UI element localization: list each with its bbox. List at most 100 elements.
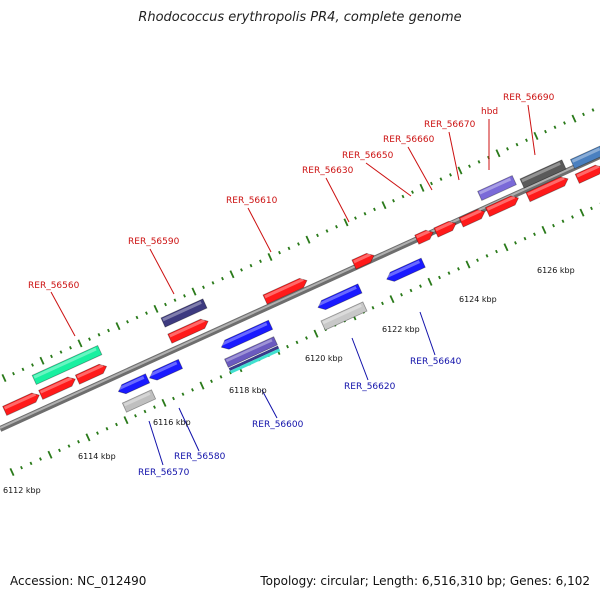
upper-tick xyxy=(191,287,197,296)
gene-label-rer-56640: RER_56640 xyxy=(410,357,462,367)
lower-tick xyxy=(503,243,509,252)
leader-rer-56620 xyxy=(351,337,369,381)
upper-tick xyxy=(145,311,148,315)
gene-label-rer-56670: RER_56670 xyxy=(424,120,476,130)
scale-label-6118: 6118 kbp xyxy=(229,386,267,395)
gene-rer-56590 xyxy=(160,298,208,328)
upper-tick xyxy=(12,371,15,376)
scale-label-6122: 6122 kbp xyxy=(382,325,420,334)
leader-rer-56650 xyxy=(365,162,412,197)
gene-reverse xyxy=(117,373,151,395)
upper-tick xyxy=(21,367,25,372)
lower-tick xyxy=(96,431,99,435)
lower-tick xyxy=(219,375,223,379)
upper-tick xyxy=(506,147,509,151)
leader-rer-56560 xyxy=(50,291,76,337)
upper-tick xyxy=(183,294,186,298)
gene-forward xyxy=(2,392,40,416)
scale-label-6116: 6116 kbp xyxy=(153,418,191,427)
lower-tick xyxy=(210,379,213,383)
scale-label-6120: 6120 kbp xyxy=(305,354,343,363)
upper-tick xyxy=(50,354,53,359)
upper-tick xyxy=(373,207,376,212)
leader-rer-56690 xyxy=(527,104,536,156)
upper-tick xyxy=(392,199,395,203)
gene-label-hbd: hbd xyxy=(481,107,498,117)
upper-tick xyxy=(316,233,319,238)
lower-tick xyxy=(541,225,547,234)
gene-label-rer-56620: RER_56620 xyxy=(344,382,396,392)
upper-tick xyxy=(115,322,121,331)
gene-label-rer-56610: RER_56610 xyxy=(226,196,278,206)
lower-tick xyxy=(457,267,460,271)
upper-tick xyxy=(449,173,452,177)
upper-tick xyxy=(88,337,91,341)
lower-tick xyxy=(305,336,308,340)
lower-tick-track xyxy=(9,202,600,477)
upper-tick xyxy=(553,125,557,130)
lower-tick xyxy=(400,293,403,297)
scale-label-6124: 6124 kbp xyxy=(459,295,497,304)
lower-tick xyxy=(77,440,80,444)
lower-tick xyxy=(199,381,205,390)
upper-tick xyxy=(126,320,129,324)
gene-rer-56690 xyxy=(519,159,567,189)
upper-tick xyxy=(591,108,595,112)
gene-blue-forward xyxy=(569,144,600,170)
upper-tick xyxy=(544,129,547,134)
gene-rer-56620 xyxy=(320,301,368,331)
gene-label-rer-56560: RER_56560 xyxy=(28,281,80,291)
gene-forward xyxy=(458,209,486,228)
upper-tick-track xyxy=(1,108,595,383)
lower-tick xyxy=(39,457,42,461)
lower-tick xyxy=(438,275,441,280)
gene-rer-56560 xyxy=(31,344,103,386)
upper-tick xyxy=(59,350,63,354)
upper-tick xyxy=(297,242,300,246)
gene-forward xyxy=(38,376,76,400)
gene-reverse xyxy=(220,319,274,350)
upper-tick xyxy=(1,373,7,383)
lower-tick xyxy=(85,433,91,442)
upper-tick xyxy=(164,302,167,307)
lower-tick xyxy=(58,448,61,453)
upper-tick xyxy=(202,285,205,289)
lower-tick xyxy=(389,295,395,304)
lower-tick xyxy=(67,444,71,448)
upper-tick xyxy=(211,281,215,285)
leader-rer-56670 xyxy=(448,131,460,181)
upper-tick xyxy=(468,164,471,168)
gene-label-rer-56630: RER_56630 xyxy=(302,166,354,176)
lower-tick xyxy=(286,344,289,349)
lower-tick xyxy=(419,284,422,288)
upper-tick xyxy=(287,246,291,251)
lower-tick xyxy=(143,409,147,414)
gene-label-rer-56660: RER_56660 xyxy=(383,135,435,145)
gene-label-rer-56570: RER_56570 xyxy=(138,468,190,478)
lower-tick xyxy=(514,241,517,245)
gene-reverse xyxy=(386,257,426,282)
upper-tick xyxy=(229,270,235,279)
lower-tick xyxy=(181,392,185,396)
upper-tick xyxy=(173,298,177,302)
gene-rer-56600 xyxy=(224,336,281,374)
gene-forward xyxy=(484,195,520,218)
upper-tick xyxy=(39,356,45,365)
upper-tick xyxy=(240,268,243,272)
scale-label-6112: 6112 kbp xyxy=(3,486,41,495)
gene-forward xyxy=(262,277,308,305)
lower-tick xyxy=(552,223,555,228)
leader-rer-56660 xyxy=(407,146,433,191)
lower-tick xyxy=(29,461,33,466)
gene-reverse xyxy=(317,283,363,311)
leader-rer-56570 xyxy=(148,420,164,466)
leader-rer-56600 xyxy=(261,389,278,419)
upper-tick xyxy=(419,183,425,192)
gene-forward xyxy=(433,220,457,238)
lower-tick xyxy=(476,258,479,262)
gene-forward xyxy=(574,164,600,184)
leader-rer-56630 xyxy=(325,177,350,223)
lower-tick xyxy=(123,416,129,425)
lower-tick xyxy=(409,288,413,293)
lower-tick xyxy=(172,396,175,401)
